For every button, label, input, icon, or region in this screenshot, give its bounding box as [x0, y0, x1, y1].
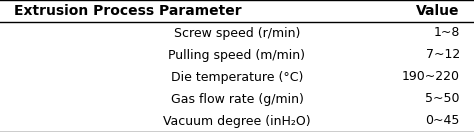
Text: 5~50: 5~50 [425, 93, 460, 105]
Text: 7~12: 7~12 [426, 48, 460, 62]
Text: Value: Value [416, 4, 460, 18]
Text: Extrusion Process Parameter: Extrusion Process Parameter [14, 4, 242, 18]
Text: Pulling speed (m/min): Pulling speed (m/min) [168, 48, 306, 62]
Text: 190~220: 190~220 [402, 70, 460, 84]
Text: Gas flow rate (g/min): Gas flow rate (g/min) [171, 93, 303, 105]
Text: Vacuum degree (inH₂O): Vacuum degree (inH₂O) [163, 114, 311, 128]
Text: 0~45: 0~45 [425, 114, 460, 128]
Text: 1~8: 1~8 [433, 27, 460, 39]
Text: Die temperature (°C): Die temperature (°C) [171, 70, 303, 84]
Text: Screw speed (r/min): Screw speed (r/min) [174, 27, 300, 39]
